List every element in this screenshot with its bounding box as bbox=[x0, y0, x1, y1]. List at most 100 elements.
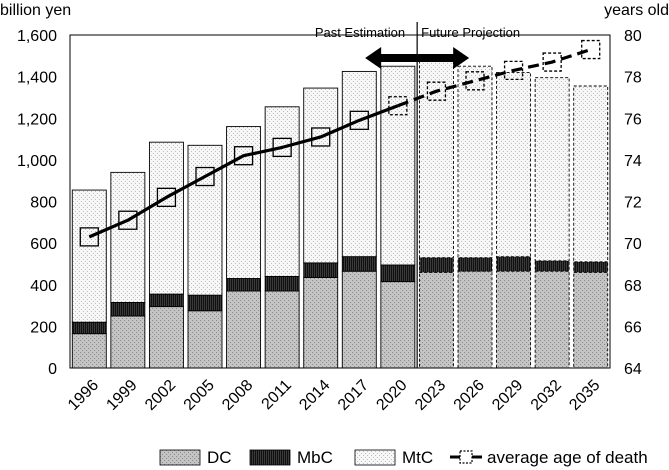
bar-mbc-2032 bbox=[534, 260, 570, 272]
bar-dc-2035 bbox=[573, 271, 609, 369]
marker-average-age-1996 bbox=[79, 227, 99, 247]
left-tick-label: 400 bbox=[30, 278, 57, 295]
marker-average-age-2002 bbox=[156, 187, 177, 207]
legend-label-average-age: average age of death bbox=[487, 448, 648, 467]
bar-mtc-2026 bbox=[457, 65, 493, 259]
right-tick-label: 66 bbox=[624, 319, 642, 336]
x-axis: 1996 1999 2002 2005 2008 2011 2014 2017 2020 2023… bbox=[65, 377, 604, 414]
marker-average-age-2035 bbox=[581, 39, 601, 60]
x-tick-label: 2014 bbox=[296, 377, 333, 414]
right-tick-label: 72 bbox=[624, 195, 642, 212]
legend-marker-sample bbox=[459, 450, 473, 464]
bar-mbc-1999 bbox=[110, 301, 146, 317]
bar-mbc-2017 bbox=[341, 256, 377, 272]
bar-mbc-2011 bbox=[264, 275, 300, 292]
bar-mtc-2008 bbox=[226, 126, 262, 279]
bar-mbc-2020 bbox=[380, 264, 416, 283]
bar-mbc-1996 bbox=[71, 321, 107, 335]
left-tick-label: 1,400 bbox=[17, 70, 57, 87]
right-tick-label: 74 bbox=[624, 153, 642, 170]
bar-mbc-2029 bbox=[496, 256, 532, 272]
bar-dc-2008 bbox=[226, 290, 262, 369]
legend-swatch-mtc bbox=[354, 449, 396, 466]
arrow-shaft bbox=[377, 54, 458, 62]
legend-swatch-mbc bbox=[249, 449, 291, 466]
bar-mtc-2035 bbox=[573, 85, 609, 263]
left-tick-label: 600 bbox=[30, 236, 57, 253]
right-axis-unit: years old bbox=[604, 2, 669, 19]
left-tick-label: 0 bbox=[48, 361, 57, 378]
legend-label-mbc: MbC bbox=[297, 448, 333, 467]
bar-mtc-2011 bbox=[264, 106, 300, 277]
right-axis: 64 66 68 70 72 74 76 78 80 bbox=[624, 28, 642, 378]
bar-dc-2014 bbox=[303, 277, 339, 369]
bar-mtc-2029 bbox=[496, 72, 532, 258]
bar-dc-2029 bbox=[496, 270, 532, 369]
line-average-age-projection bbox=[397, 48, 592, 108]
x-tick-label: 1999 bbox=[103, 377, 140, 414]
bar-mtc-2017 bbox=[341, 70, 377, 258]
marker-average-age-2029 bbox=[503, 60, 524, 81]
bar-mbc-2026 bbox=[457, 257, 493, 272]
x-tick-label: 2011 bbox=[259, 377, 295, 413]
bar-mbc-2035 bbox=[573, 261, 609, 273]
marker-average-age-2020 bbox=[388, 96, 408, 116]
left-tick-label: 200 bbox=[30, 319, 57, 336]
x-tick-label: 2005 bbox=[181, 377, 218, 414]
legend: DC MbC MtC average age of death bbox=[159, 448, 648, 467]
x-tick-label: 2026 bbox=[451, 377, 488, 414]
bar-mtc-2014 bbox=[303, 87, 339, 264]
bar-mtc-2002 bbox=[148, 141, 184, 295]
arrow-head-right bbox=[453, 47, 470, 69]
right-tick-label: 68 bbox=[624, 278, 642, 295]
marker-average-age-2026 bbox=[465, 71, 485, 91]
right-tick-label: 64 bbox=[624, 361, 642, 378]
x-tick-label: 2029 bbox=[489, 377, 526, 414]
marker-average-age-2032 bbox=[542, 52, 562, 72]
left-axis-unit: billion yen bbox=[0, 2, 71, 19]
bar-dc-2032 bbox=[534, 270, 570, 369]
period-double-arrow bbox=[365, 47, 470, 69]
x-tick-label: 2023 bbox=[412, 377, 449, 414]
left-tick-label: 1,600 bbox=[17, 28, 57, 45]
arrow-head-left bbox=[365, 47, 382, 69]
marker-average-age-2023 bbox=[426, 81, 447, 101]
x-tick-label: 2017 bbox=[335, 377, 372, 414]
x-tick-label: 2008 bbox=[219, 377, 256, 414]
bar-dc-2002 bbox=[148, 306, 184, 369]
bar-mtc-2023 bbox=[418, 59, 454, 259]
bar-dc-1999 bbox=[110, 315, 146, 369]
bar-mtc-1999 bbox=[110, 171, 146, 303]
bar-dc-2017 bbox=[341, 270, 377, 369]
legend-swatch-dc bbox=[159, 449, 201, 466]
past-estimation-label: Past Estimation bbox=[315, 25, 405, 40]
left-tick-label: 800 bbox=[30, 195, 57, 212]
bar-dc-1996 bbox=[71, 333, 107, 369]
left-tick-label: 1,200 bbox=[17, 111, 57, 128]
line-average-age-past bbox=[88, 104, 399, 239]
bars-group bbox=[71, 59, 609, 369]
bar-dc-2005 bbox=[187, 310, 223, 369]
bar-mtc-2020 bbox=[380, 65, 416, 266]
bar-dc-2026 bbox=[457, 270, 493, 369]
right-tick-label: 78 bbox=[624, 70, 642, 87]
bar-dc-2020 bbox=[380, 281, 416, 369]
bar-dc-2011 bbox=[264, 290, 300, 369]
left-tick-label: 1,000 bbox=[17, 153, 57, 170]
bar-mbc-2005 bbox=[187, 294, 223, 312]
x-tick-label: 2002 bbox=[142, 377, 179, 414]
line-group bbox=[79, 39, 601, 247]
right-tick-label: 76 bbox=[624, 111, 642, 128]
left-axis: 0 200 400 600 800 1,000 1,200 1,400 1,600 bbox=[17, 28, 57, 378]
future-projection-label: Future Projection bbox=[421, 25, 520, 40]
right-tick-label: 80 bbox=[624, 28, 642, 45]
marker-average-age-2011 bbox=[272, 137, 292, 158]
x-tick-label: 2032 bbox=[528, 377, 565, 414]
legend-label-dc: DC bbox=[207, 448, 232, 467]
marker-average-age-2014 bbox=[311, 127, 331, 147]
x-tick-label: 2035 bbox=[566, 377, 603, 414]
legend-label-mtc: MtC bbox=[402, 448, 433, 467]
marker-average-age-2008 bbox=[233, 146, 254, 166]
bar-mbc-2008 bbox=[226, 278, 262, 292]
